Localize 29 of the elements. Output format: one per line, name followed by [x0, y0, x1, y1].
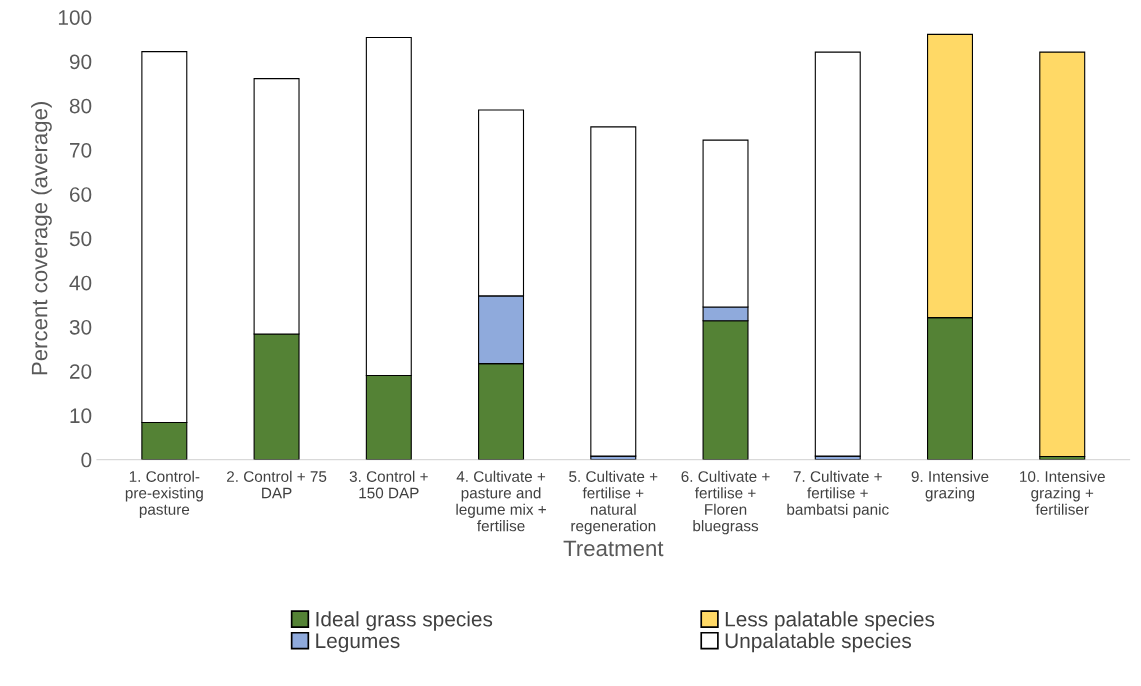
bar	[590, 126, 637, 457]
y-axis-title: Percent coverage (average)	[31, 102, 52, 375]
y-tick-label: 80	[69, 98, 92, 114]
y-tick-label: 30	[69, 319, 92, 335]
x-tick-label: 4. Cultivate + pasture and legume mix + fertilise	[456, 470, 546, 532]
x-tick-label: 3. Control + 150 DAP	[349, 470, 428, 499]
x-tick-label: 7. Cultivate + fertilise + bambatsi panic	[787, 470, 889, 518]
y-tick-label: 0	[81, 452, 92, 468]
x-tick-label: 6. Cultivate + fertilise + Floren bluegrass	[681, 470, 770, 535]
x-axis-title: Treatment	[563, 540, 664, 557]
y-tick-label: 10	[70, 408, 92, 424]
y-tick-label: 100	[58, 10, 92, 25]
legend-label: Unpalatable species	[725, 632, 912, 653]
y-tick-label: 20	[70, 364, 92, 379]
x-tick-label: 9. Intensive grazing	[911, 470, 989, 502]
legend-label: Ideal grass species	[316, 611, 493, 631]
x-tick-label: 5. Cultivate + fertilise + natural regeneration	[569, 470, 658, 535]
legend-label: Legumes	[316, 633, 400, 653]
y-tick-label: 50	[69, 231, 92, 247]
y-tick-label: 40	[69, 275, 92, 291]
y-tick-label: 70	[70, 142, 92, 158]
bar	[1039, 51, 1086, 458]
y-tick-label: 90	[69, 54, 92, 70]
y-tick-label: 60	[70, 187, 92, 202]
x-tick-label: 2. Control + 75 DAP	[227, 470, 327, 499]
x-tick-label: 1. Control- pre-existing pasture	[125, 470, 203, 518]
bar	[814, 51, 861, 457]
x-tick-label: 10. Intensive grazing + fertiliser	[1020, 470, 1105, 515]
legend-label: Less palatable species	[725, 611, 935, 631]
